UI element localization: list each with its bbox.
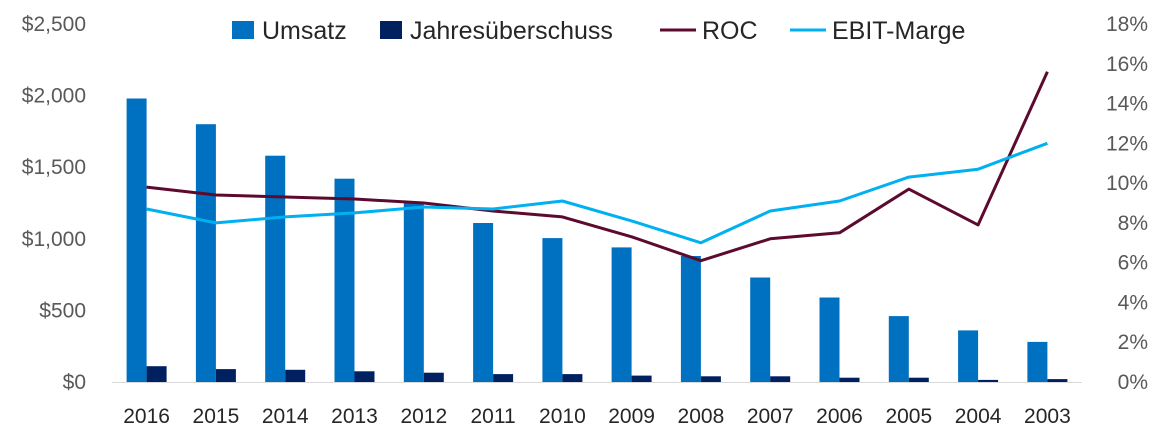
x-tick-label: 2011 [471,405,516,428]
right-tick-label: 2% [1118,331,1148,354]
right-tick-label: 14% [1106,93,1148,116]
left-tick-label: $500 [39,299,86,322]
left-tick-label: $1,000 [22,228,86,251]
bar-jahres-berschuss-2003 [1047,379,1068,382]
bar-umsatz-2010 [542,238,563,382]
bar-jahres-berschuss-2012 [423,372,444,382]
right-tick-label: 10% [1106,172,1148,195]
left-tick-label: $0 [63,371,86,394]
bar-umsatz-2012 [403,201,424,382]
bar-layer [112,98,1082,383]
bar-jahres-berschuss-2015 [215,369,236,382]
x-tick-label: 2005 [885,405,932,428]
bar-umsatz-2006 [819,297,840,382]
bar-jahres-berschuss-2009 [631,375,652,382]
right-tick-label: 16% [1106,53,1148,76]
right-tick-label: 8% [1118,212,1148,235]
bar-jahres-berschuss-2014 [285,369,306,382]
legend-label-umsatz: Umsatz [262,17,347,45]
bar-umsatz-2003 [1027,341,1048,382]
right-tick-label: 18% [1106,13,1148,36]
bar-jahres-berschuss-2010 [562,374,583,382]
right-axis-ticks: 0% 2% 4% 6% 8% 10% 12% 14% 16% 18% [1106,13,1148,394]
legend: Umsatz Jahresüberschuss ROC EBIT-Marge [232,17,965,45]
x-tick-label: 2010 [539,405,586,428]
x-tick-label: 2007 [747,405,794,428]
bar-umsatz-2008 [680,256,701,382]
right-tick-label: 4% [1118,291,1148,314]
x-tick-label: 2012 [400,405,447,428]
bar-umsatz-2015 [195,124,216,382]
bar-umsatz-2005 [888,316,909,382]
left-tick-label: $1,500 [22,156,86,179]
left-axis-ticks: $0 $500 $1,000 $1,500 $2,000 $2,500 [22,13,86,394]
bar-jahres-berschuss-2008 [700,376,721,382]
bar-jahres-berschuss-2013 [354,371,375,382]
bar-jahres-berschuss-2005 [908,377,929,382]
bar-umsatz-2014 [265,155,286,382]
x-tick-label: 2003 [1024,405,1071,428]
left-tick-label: $2,500 [22,13,86,36]
x-tick-label: 2009 [608,405,655,428]
right-tick-label: 12% [1106,132,1148,155]
bar-jahres-berschuss-2016 [146,366,167,382]
right-tick-label: 6% [1118,252,1148,275]
legend-label-jahres-berschuss: Jahresüberschuss [410,17,613,45]
bar-umsatz-2004 [958,330,979,382]
left-tick-label: $2,000 [22,85,86,108]
legend-swatch-umsatz [232,21,254,39]
x-tick-label: 2016 [123,405,170,428]
x-tick-label: 2013 [331,405,378,428]
bar-jahres-berschuss-2006 [839,377,860,382]
bar-umsatz-2009 [611,247,632,382]
bar-umsatz-2011 [473,223,494,382]
right-tick-label: 0% [1118,371,1148,394]
bar-jahres-berschuss-2007 [770,376,791,382]
line-ebit-marge [146,141,1048,245]
x-tick-label: 2014 [262,405,309,428]
x-axis-ticks: 2016 2015 2014 2013 2012 2011 2010 2009 2008 2007… [123,405,1071,428]
x-tick-label: 2015 [193,405,240,428]
x-tick-label: 2008 [678,405,725,428]
bar-jahres-berschuss-2011 [493,374,514,382]
line-roc [146,71,1049,263]
bar-umsatz-2013 [334,178,355,382]
legend-label-roc: ROC [702,17,758,45]
line-layer [146,71,1049,263]
legend-swatch-jahres-berschuss [380,21,402,39]
x-tick-label: 2006 [816,405,863,428]
bar-jahres-berschuss-2004 [978,379,999,382]
legend-label-ebit-marge: EBIT-Marge [832,17,965,45]
x-tick-label: 2004 [955,405,1002,428]
bar-umsatz-2016 [126,98,147,382]
bar-umsatz-2007 [750,277,771,382]
